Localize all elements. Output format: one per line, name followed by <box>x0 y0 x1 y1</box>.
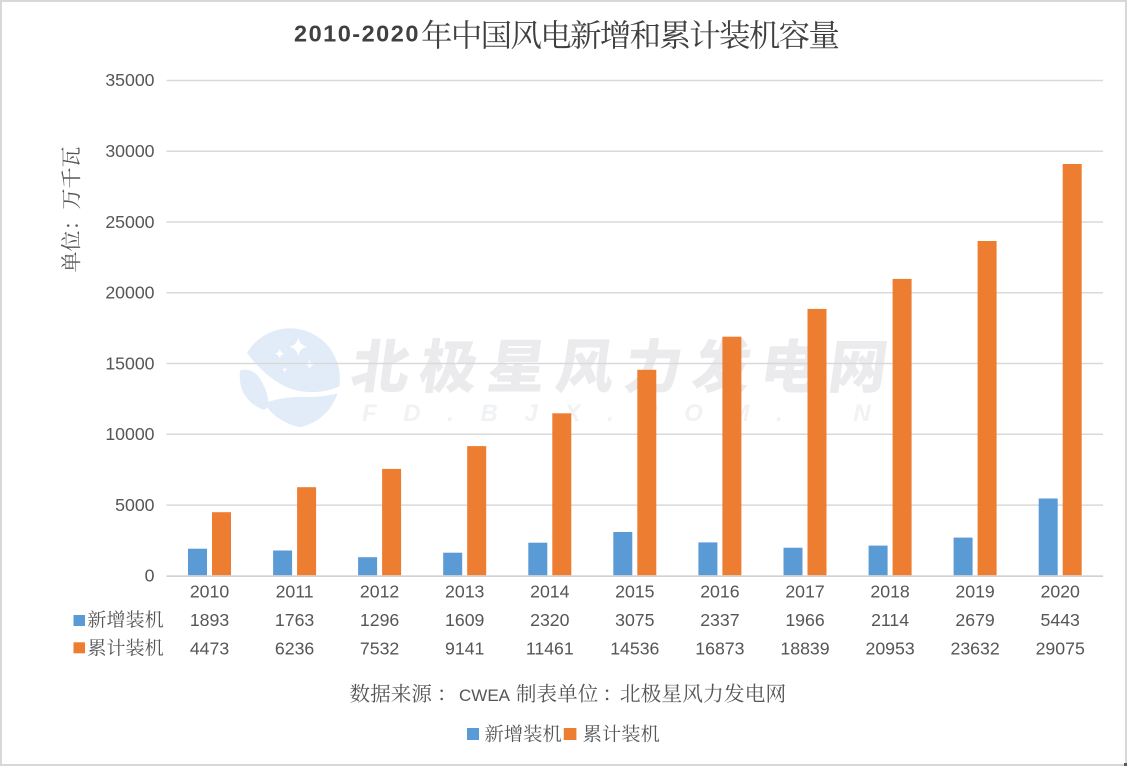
svg-text:2011: 2011 <box>276 581 314 601</box>
svg-text:10000: 10000 <box>105 424 154 444</box>
svg-text:2320: 2320 <box>530 610 570 630</box>
svg-text:9141: 9141 <box>445 638 484 658</box>
svg-text:2337: 2337 <box>700 610 739 630</box>
svg-text:4473: 4473 <box>190 638 230 658</box>
svg-text:2114: 2114 <box>871 610 909 630</box>
svg-text:20953: 20953 <box>866 638 915 658</box>
svg-text:2010-2020: 2010-2020 <box>294 20 420 46</box>
svg-text:0: 0 <box>145 566 155 586</box>
svg-text:23632: 23632 <box>951 638 1000 658</box>
svg-text:CWEA: CWEA <box>459 686 511 705</box>
svg-text:FD.BJX.COM.CN: FD.BJX.COM.CN <box>362 400 897 427</box>
svg-text:1763: 1763 <box>275 610 315 630</box>
svg-text:5000: 5000 <box>115 495 155 515</box>
svg-text:2016: 2016 <box>700 581 740 601</box>
svg-text:11461: 11461 <box>526 638 574 658</box>
svg-text:25000: 25000 <box>105 212 154 232</box>
svg-text:20000: 20000 <box>105 283 154 303</box>
svg-text:2019: 2019 <box>955 581 994 601</box>
svg-text:2014: 2014 <box>530 581 570 601</box>
svg-text:2015: 2015 <box>615 581 655 601</box>
svg-text:2013: 2013 <box>445 581 485 601</box>
svg-text:2020: 2020 <box>1041 581 1081 601</box>
svg-text:2010: 2010 <box>190 581 230 601</box>
svg-text:29075: 29075 <box>1036 638 1085 658</box>
svg-text:30000: 30000 <box>105 141 154 161</box>
svg-text:7532: 7532 <box>360 638 399 658</box>
svg-text:1893: 1893 <box>190 610 230 630</box>
svg-text:18839: 18839 <box>780 638 829 658</box>
svg-text:1296: 1296 <box>360 610 400 630</box>
svg-text:2017: 2017 <box>785 581 824 601</box>
svg-text:2679: 2679 <box>955 610 994 630</box>
svg-text:3075: 3075 <box>615 610 655 630</box>
svg-text:14536: 14536 <box>610 638 659 658</box>
svg-text:2018: 2018 <box>870 581 910 601</box>
svg-text:1609: 1609 <box>445 610 484 630</box>
svg-text:1966: 1966 <box>785 610 825 630</box>
svg-text:15000: 15000 <box>105 353 154 373</box>
svg-text:35000: 35000 <box>105 70 154 90</box>
svg-text:16873: 16873 <box>695 638 744 658</box>
svg-text:2012: 2012 <box>360 581 399 601</box>
svg-text:5443: 5443 <box>1041 610 1081 630</box>
svg-text:6236: 6236 <box>275 638 315 658</box>
